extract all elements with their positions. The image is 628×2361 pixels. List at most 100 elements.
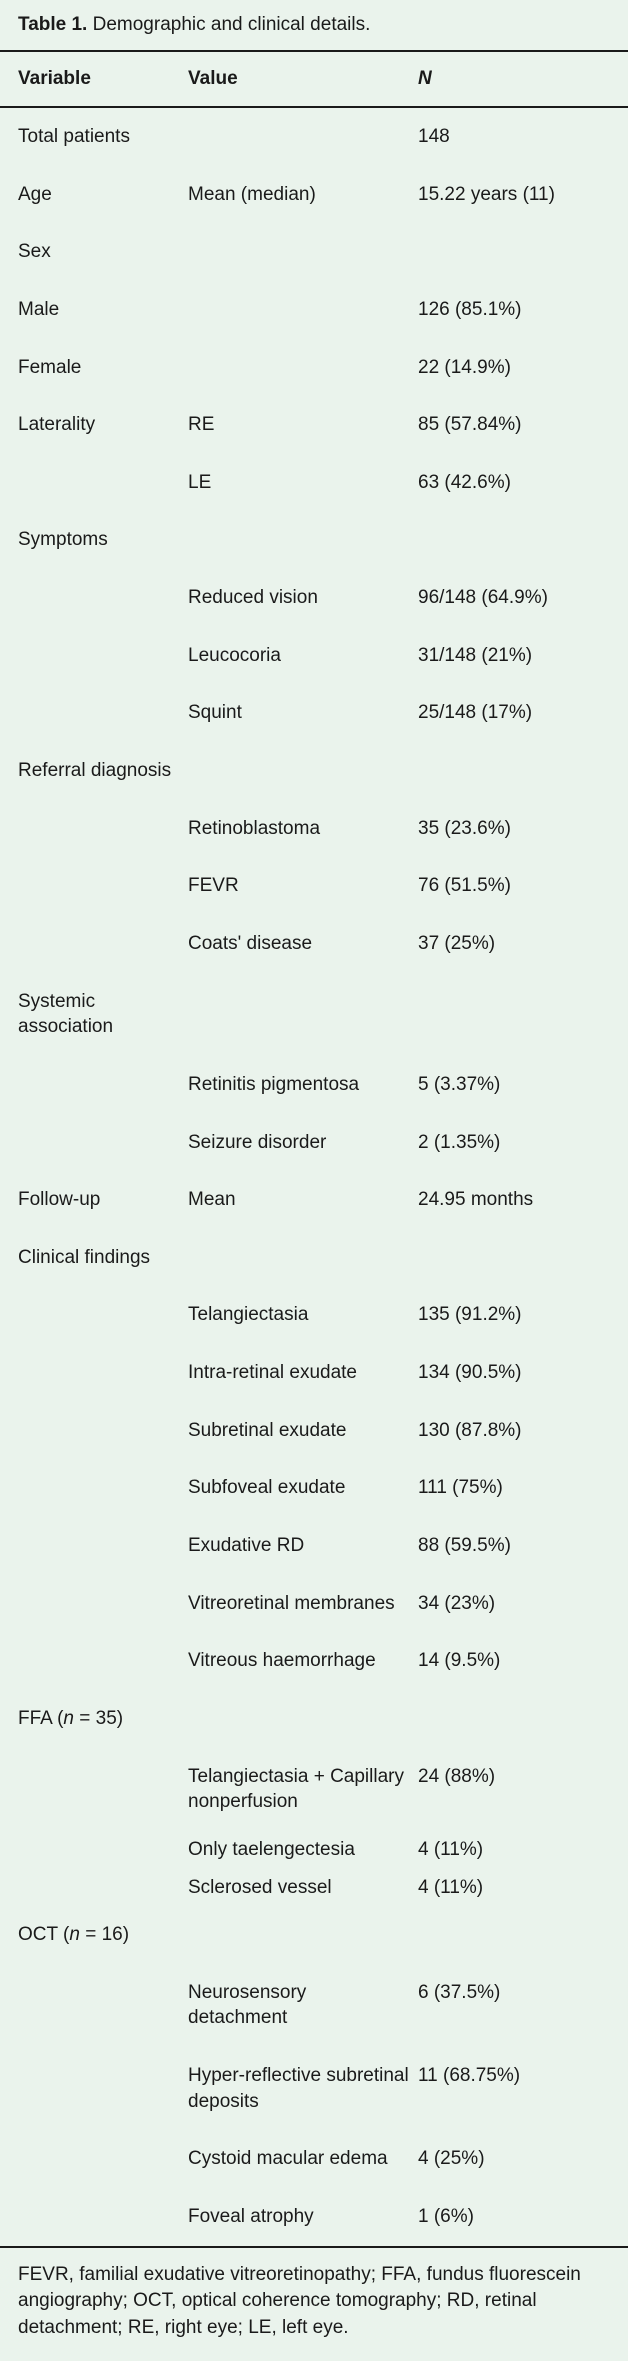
cell-n: 1 (6%)	[418, 2204, 610, 2230]
cell-n: 134 (90.5%)	[418, 1360, 610, 1386]
cell-variable: FFA (n = 35)	[18, 1706, 188, 1732]
table-row: Neurosensory detachment6 (37.5%)	[0, 1964, 628, 2047]
cell-n: 88 (59.5%)	[418, 1533, 610, 1559]
cell-n: 130 (87.8%)	[418, 1418, 610, 1444]
cell-value	[188, 1922, 418, 1948]
cell-value: Vitreous haemorrhage	[188, 1648, 418, 1674]
cell-n	[418, 1922, 610, 1948]
cell-n: 96/148 (64.9%)	[418, 585, 610, 611]
cell-variable	[18, 1875, 188, 1901]
cell-variable: Systemic association	[18, 989, 188, 1040]
cell-variable	[18, 2204, 188, 2230]
table-row: Vitreoretinal membranes34 (23%)	[0, 1575, 628, 1633]
cell-n: 35 (23.6%)	[418, 816, 610, 842]
cell-variable	[18, 2146, 188, 2172]
cell-n: 22 (14.9%)	[418, 355, 610, 381]
cell-variable: Laterality	[18, 412, 188, 438]
cell-variable: Female	[18, 355, 188, 381]
cell-n: 11 (68.75%)	[418, 2063, 610, 2114]
table-row: Seizure disorder2 (1.35%)	[0, 1114, 628, 1172]
cell-n: 24 (88%)	[418, 1764, 610, 1815]
cell-n: 2 (1.35%)	[418, 1130, 610, 1156]
table-number: Table 1.	[18, 14, 87, 35]
cell-value: Leucocoria	[188, 643, 418, 669]
cell-variable	[18, 643, 188, 669]
cell-value	[188, 124, 418, 150]
cell-variable: Age	[18, 182, 188, 208]
cell-value: Subretinal exudate	[188, 1418, 418, 1444]
cell-variable	[18, 1418, 188, 1444]
cell-value: Retinoblastoma	[188, 816, 418, 842]
table-header-row: Variable Value N	[0, 52, 628, 108]
cell-n	[418, 527, 610, 553]
demographics-table: Table 1. Demographic and clinical detail…	[0, 0, 628, 2361]
cell-n: 76 (51.5%)	[418, 873, 610, 899]
table-row: Sex	[0, 223, 628, 281]
cell-n: 5 (3.37%)	[418, 1072, 610, 1098]
table-title: Table 1. Demographic and clinical detail…	[0, 0, 628, 52]
table-row: Squint25/148 (17%)	[0, 684, 628, 742]
cell-value: Subfoveal exudate	[188, 1475, 418, 1501]
cell-variable	[18, 1591, 188, 1617]
cell-n: 135 (91.2%)	[418, 1302, 610, 1328]
cell-n	[418, 1245, 610, 1271]
table-row: Reduced vision96/148 (64.9%)	[0, 569, 628, 627]
table-row: LateralityRE85 (57.84%)	[0, 396, 628, 454]
cell-value	[188, 527, 418, 553]
table-row: LE63 (42.6%)	[0, 454, 628, 512]
cell-variable	[18, 1533, 188, 1559]
cell-value: Neurosensory detachment	[188, 1980, 418, 2031]
cell-value: Only taelengectesia	[188, 1837, 418, 1863]
cell-n: 15.22 years (11)	[418, 182, 610, 208]
cell-value: RE	[188, 412, 418, 438]
table-row: Retinitis pigmentosa5 (3.37%)	[0, 1056, 628, 1114]
cell-value: Retinitis pigmentosa	[188, 1072, 418, 1098]
cell-value: Exudative RD	[188, 1533, 418, 1559]
cell-variable	[18, 700, 188, 726]
table-row: Subretinal exudate130 (87.8%)	[0, 1402, 628, 1460]
cell-variable	[18, 1475, 188, 1501]
cell-variable: Follow-up	[18, 1187, 188, 1213]
cell-variable	[18, 1360, 188, 1386]
table-row: FFA (n = 35)	[0, 1690, 628, 1748]
table-row: OCT (n = 16)	[0, 1906, 628, 1964]
cell-n: 85 (57.84%)	[418, 412, 610, 438]
table-row: Sclerosed vessel4 (11%)	[0, 1869, 628, 1907]
table-row: Female 22 (14.9%)	[0, 339, 628, 397]
cell-n: 37 (25%)	[418, 931, 610, 957]
cell-n: 25/148 (17%)	[418, 700, 610, 726]
cell-n: 31/148 (21%)	[418, 643, 610, 669]
cell-variable	[18, 1130, 188, 1156]
table-row: Hyper-reflective subretinal deposits11 (…	[0, 2047, 628, 2130]
table-row: Male126 (85.1%)	[0, 281, 628, 339]
cell-value: LE	[188, 470, 418, 496]
cell-n	[418, 239, 610, 265]
cell-variable	[18, 2063, 188, 2114]
cell-variable	[18, 1072, 188, 1098]
cell-variable: Clinical findings	[18, 1245, 188, 1271]
cell-n: 63 (42.6%)	[418, 470, 610, 496]
table-row: Follow-upMean24.95 months	[0, 1171, 628, 1229]
cell-value: Coats' disease	[188, 931, 418, 957]
cell-variable: OCT (n = 16)	[18, 1922, 188, 1948]
cell-variable	[18, 816, 188, 842]
table-body: Total patients148AgeMean (median)15.22 y…	[0, 108, 628, 2248]
cell-value: Hyper-reflective subretinal deposits	[188, 2063, 418, 2114]
cell-value	[188, 297, 418, 323]
cell-n: 24.95 months	[418, 1187, 610, 1213]
cell-n	[418, 758, 610, 784]
cell-variable	[18, 1302, 188, 1328]
cell-n: 4 (11%)	[418, 1837, 610, 1863]
cell-value	[188, 239, 418, 265]
table-footnote: FEVR, familial exudative vitreoretinopat…	[0, 2248, 628, 2361]
header-n: N	[418, 68, 610, 90]
cell-variable: Referral diagnosis	[18, 758, 188, 784]
table-row: Symptoms	[0, 511, 628, 569]
header-variable: Variable	[18, 68, 188, 90]
cell-variable	[18, 470, 188, 496]
cell-value: Vitreoretinal membranes	[188, 1591, 418, 1617]
cell-variable: Sex	[18, 239, 188, 265]
table-row: Leucocoria31/148 (21%)	[0, 627, 628, 685]
table-row: Exudative RD88 (59.5%)	[0, 1517, 628, 1575]
cell-value: FEVR	[188, 873, 418, 899]
